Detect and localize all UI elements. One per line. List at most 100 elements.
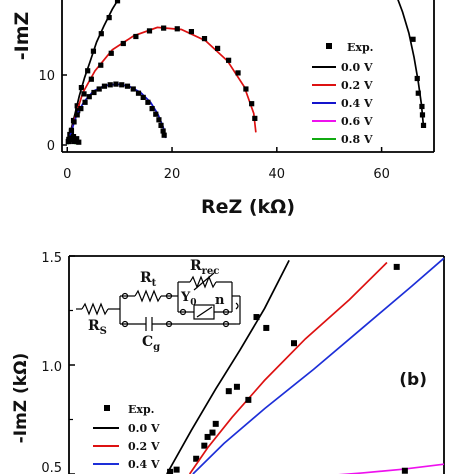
panel-a-exp-point — [235, 70, 241, 76]
panel-a-exp-point — [78, 85, 84, 91]
panel-a-exp-point — [74, 112, 80, 118]
panel-a-series — [65, 0, 427, 145]
panel-a-exp-point — [88, 76, 94, 82]
panel-a-exp-point — [188, 29, 195, 35]
panel-b-series — [166, 257, 445, 474]
panel-a-exp-point — [153, 111, 159, 117]
panel-a-exp-point — [120, 40, 126, 47]
panel-a-exp-point — [420, 122, 427, 128]
panel-b-exp-point — [291, 340, 297, 347]
panel-a-exp-point — [415, 90, 421, 96]
panel-a-exp-point — [156, 117, 162, 123]
panel-a-exp-point — [74, 136, 80, 142]
panel-a-exp-point — [106, 15, 112, 21]
panel-a-exp-point — [410, 36, 416, 42]
panel-a-exp-point — [140, 94, 146, 100]
panel-b-legend-label: 0.0 V — [128, 422, 160, 435]
resistor-rs — [81, 302, 109, 316]
circuit-terminal — [235, 302, 239, 310]
panel-b-fit-line — [166, 259, 290, 474]
panel-a-exp-point — [75, 108, 81, 114]
panel-a-exp-point — [146, 28, 153, 34]
panel-a-exp-point — [414, 75, 420, 82]
panel-a-exp-point — [215, 45, 221, 51]
panel-b-y-tick-label: 1.5 — [41, 251, 62, 266]
panel-a-exp-point — [98, 62, 104, 68]
panel-b-y-tick-label: 0.5 — [41, 461, 62, 474]
label-n: n — [215, 293, 225, 308]
panel-b-exp-point — [212, 420, 219, 427]
panel-a-exp-point — [145, 99, 151, 105]
panel-b-exp-point — [225, 388, 232, 395]
panel-a-exp-point — [85, 68, 91, 74]
panel-a-exp-point — [135, 90, 142, 96]
label-y0: Y0 — [180, 290, 197, 308]
label-rrec: Rrec — [190, 258, 219, 277]
panel-a-exp-point — [160, 128, 166, 134]
panel-a-exp-point — [252, 115, 258, 121]
panel-b-exp-point — [253, 314, 260, 321]
panel-a-exp-point — [107, 82, 113, 88]
panel-b-legend-exp-label: Exp. — [128, 403, 154, 416]
panel-a-exp-point — [161, 25, 167, 31]
panel-b-exp-point — [233, 383, 240, 390]
panel-a-legend-label: 0.4 V — [341, 97, 373, 110]
panel-a-exp-point — [101, 83, 108, 89]
panel-a-exp-point — [86, 94, 92, 100]
panel-a-x-axis-title: ReZ (kΩ) — [201, 196, 295, 218]
panel-b: 0.5 1.0 1.5 -ImZ (kΩ) (b) — [11, 251, 445, 474]
panel-b-legend-label: 0.2 V — [128, 440, 160, 453]
panel-a-legend-label: 0.8 V — [341, 133, 373, 146]
label-rs: RS — [88, 318, 107, 337]
panel-a-exp-point — [130, 86, 136, 92]
panel-a-fit-line — [397, 0, 425, 127]
panel-b-legend-marker — [104, 405, 110, 411]
panel-a-exp-point — [133, 33, 139, 40]
panel-a-x-tick-label: 0 — [63, 167, 71, 182]
panel-b-exp-point — [193, 455, 200, 462]
circuit-node — [222, 308, 230, 316]
panel-b-exp-point — [204, 433, 211, 440]
panel-a: 0 20 40 60 0 10 ReZ (kΩ) -ImZ Exp. 0.0 V 0.2 V… — [11, 0, 435, 218]
panel-a-exp-point — [71, 119, 77, 125]
panel-a-legend-exp-label: Exp. — [347, 41, 373, 54]
panel-a-exp-point — [114, 0, 121, 4]
panel-a-legend-label: 0.2 V — [341, 79, 373, 92]
resistor-rt — [134, 289, 162, 303]
panel-a-exp-point — [78, 106, 84, 112]
panel-a-y-ticks: 0 10 — [38, 69, 67, 154]
panel-a-exp-point — [201, 36, 208, 42]
panel-a-y-axis-title: -ImZ — [11, 12, 33, 61]
panel-a-exp-point — [249, 101, 255, 107]
panel-a-exp-point — [161, 132, 167, 138]
panel-b-exp-point — [167, 468, 174, 474]
panel-b-exp-point — [245, 396, 252, 403]
panel-a-y-tick-label: 0 — [47, 139, 55, 154]
panel-a-exp-point — [70, 134, 77, 140]
panel-a-exp-point — [419, 112, 426, 118]
panel-b-exp-point — [209, 429, 216, 436]
panel-b-y-ticks: 0.5 1.0 1.5 — [41, 251, 75, 474]
panel-a-exp-point — [174, 26, 180, 32]
panel-a-x-ticks: 0 20 40 60 — [63, 147, 390, 182]
panel-b-y-tick-label: 1.0 — [41, 360, 62, 375]
panel-a-exp-point — [68, 136, 75, 142]
panel-a-axes — [61, 0, 435, 153]
panel-a-exp-point — [76, 139, 82, 145]
equivalent-circuit — [76, 272, 241, 331]
panel-a-x-tick-label: 60 — [373, 167, 390, 182]
panel-a-exp-point — [96, 86, 102, 92]
panel-a-exp-point — [124, 83, 131, 89]
cpe-arrow — [196, 306, 213, 318]
panel-a-exp-point — [113, 81, 119, 87]
panel-a-exp-point — [226, 57, 232, 63]
circuit-node — [165, 320, 173, 328]
panel-b-exp-point — [201, 442, 208, 449]
panel-a-legend-label: 0.0 V — [341, 61, 373, 74]
rrec-arrow — [193, 272, 215, 291]
panel-a-exp-point — [149, 106, 155, 112]
panel-a-exp-point — [82, 99, 88, 105]
panel-b-exp-point — [173, 466, 180, 473]
panel-b-y-axis-title: -ImZ (kΩ) — [11, 353, 31, 444]
circuit-node — [165, 292, 173, 300]
